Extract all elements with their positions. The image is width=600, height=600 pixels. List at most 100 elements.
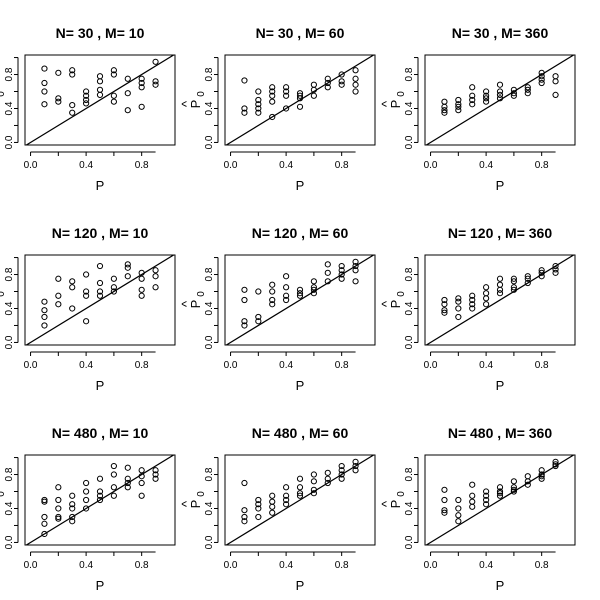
identity-line <box>225 55 375 145</box>
data-point <box>538 473 545 480</box>
data-point <box>510 92 517 99</box>
panel-title: N= 120 , M= 10 <box>52 225 149 241</box>
data-point <box>441 296 448 304</box>
y-axis-label: P^0 <box>179 91 207 109</box>
data-point <box>55 505 62 512</box>
data-point <box>496 95 504 102</box>
data-point <box>496 290 504 297</box>
x-tick-label: 0.8 <box>335 160 349 171</box>
panel-4: N= 120 , M= 100.00.40.80.00.40.8PP^0 <box>0 225 176 393</box>
data-point <box>338 475 345 482</box>
y-tick-label: 0.8 <box>404 267 415 281</box>
data-point <box>496 281 504 288</box>
data-point <box>496 492 504 499</box>
data-point <box>152 81 159 88</box>
data-point <box>96 279 104 287</box>
data-point <box>296 492 304 499</box>
data-point <box>96 78 104 85</box>
data-point <box>255 101 262 108</box>
x-tick-label: 0.8 <box>535 360 549 371</box>
data-point <box>324 475 331 482</box>
data-point <box>152 273 159 280</box>
data-point <box>324 84 331 91</box>
y-tick-label: 0.0 <box>204 135 215 149</box>
data-point <box>483 295 490 302</box>
data-point <box>69 305 76 312</box>
data-point <box>483 98 490 105</box>
data-point <box>83 488 90 495</box>
y-tick-label: 0.0 <box>4 535 15 549</box>
data-point <box>152 467 159 474</box>
data-point <box>269 301 276 308</box>
data-point <box>269 88 276 95</box>
data-point <box>510 278 517 285</box>
data-point <box>352 75 359 82</box>
identity-line <box>25 55 175 145</box>
data-point <box>283 105 290 112</box>
data-point <box>83 88 90 95</box>
data-point <box>83 479 90 487</box>
data-point <box>483 290 490 297</box>
data-point <box>110 71 117 78</box>
identity-line <box>25 255 175 345</box>
data-point <box>269 503 276 510</box>
data-point <box>352 267 359 274</box>
data-point <box>352 67 359 74</box>
panel-title: N= 480 , M= 60 <box>252 425 349 441</box>
y-axis-label: P^0 <box>0 291 7 309</box>
data-point <box>110 471 117 478</box>
data-point <box>510 90 517 97</box>
y-label-p: P <box>0 500 3 509</box>
x-tick-label: 0.4 <box>279 560 293 571</box>
data-point <box>55 513 62 521</box>
data-point <box>296 286 304 293</box>
x-axis-label: P <box>296 578 305 593</box>
y-tick-label: 0.0 <box>4 135 15 149</box>
data-point <box>296 475 304 482</box>
data-point <box>538 471 545 478</box>
data-point <box>138 84 145 91</box>
data-point <box>110 92 117 99</box>
data-point <box>124 479 131 487</box>
data-point <box>338 78 345 85</box>
data-point <box>483 284 490 291</box>
data-point <box>152 58 159 65</box>
data-point <box>469 296 476 304</box>
x-tick-label: 0.8 <box>335 560 349 571</box>
data-point <box>269 113 276 121</box>
data-point <box>441 109 448 116</box>
data-point <box>441 307 448 314</box>
data-point <box>538 467 545 474</box>
data-point <box>352 467 359 474</box>
y-label-p: P <box>0 300 3 309</box>
data-point <box>41 498 48 505</box>
data-point <box>96 288 104 295</box>
data-point <box>469 301 476 308</box>
data-point <box>110 67 117 74</box>
data-point <box>552 78 559 85</box>
data-point <box>96 292 104 299</box>
y-tick-label: 0.8 <box>204 467 215 481</box>
data-point <box>283 496 290 504</box>
y-label-subscript: 0 <box>196 91 207 97</box>
x-axis-label: P <box>296 378 305 393</box>
data-point <box>138 79 145 87</box>
data-point <box>255 96 262 104</box>
data-point <box>552 462 559 470</box>
plot-frame <box>424 54 576 146</box>
y-label-p: P <box>0 100 3 109</box>
data-point <box>152 475 159 482</box>
panel-title: N= 30 , M= 10 <box>56 25 145 41</box>
data-point <box>55 95 62 102</box>
data-point <box>110 462 117 470</box>
data-point <box>310 478 317 485</box>
x-tick-label: 0.0 <box>24 360 38 371</box>
data-point <box>55 98 62 105</box>
x-axis-label: P <box>496 378 505 393</box>
y-tick-label: 0.0 <box>4 335 15 349</box>
data-point <box>338 275 345 282</box>
data-point <box>96 73 104 80</box>
data-point <box>310 284 317 291</box>
plot-frame <box>24 254 176 346</box>
data-point <box>496 88 504 95</box>
